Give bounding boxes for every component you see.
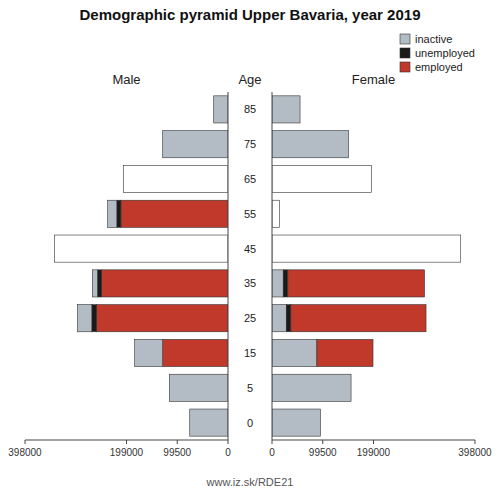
- bar-segment: [272, 270, 283, 297]
- y-tick-label: 15: [244, 347, 256, 359]
- bar-segment: [55, 235, 228, 262]
- x-tick: [25, 440, 26, 444]
- legend-swatch: [400, 34, 410, 44]
- bar-segment: [102, 270, 228, 297]
- bar-segment: [272, 131, 349, 158]
- bar-segment: [163, 131, 228, 158]
- bar-segment: [279, 200, 280, 227]
- bar-segment: [351, 374, 352, 401]
- bars: [55, 96, 228, 436]
- panel-title: Female: [352, 72, 395, 87]
- y-tick-label: 75: [244, 138, 256, 150]
- x-tick: [322, 440, 323, 444]
- y-tick-label: 45: [244, 243, 256, 255]
- center-axis-line: [272, 92, 273, 440]
- bar-segment: [317, 339, 373, 366]
- x-tick-label: 0: [225, 447, 231, 458]
- bar-segment: [291, 305, 426, 332]
- bar-segment: [320, 409, 321, 436]
- y-axis-label: Age: [238, 72, 261, 87]
- x-tick-label: 99500: [163, 447, 191, 458]
- bar-segment: [272, 235, 461, 262]
- bar-segment: [272, 374, 351, 401]
- x-tick-label: 398000: [8, 447, 42, 458]
- bar-segment: [351, 374, 352, 401]
- bar-segment: [117, 200, 121, 227]
- legend-label: inactive: [415, 33, 452, 45]
- y-tick-label: 0: [247, 417, 253, 429]
- bar-segment: [279, 200, 280, 227]
- bar-segment: [286, 305, 291, 332]
- bar-segment: [348, 131, 349, 158]
- y-tick-label: 65: [244, 173, 256, 185]
- title: Demographic pyramid Upper Bavaria, year …: [80, 6, 421, 23]
- legend-swatch: [400, 62, 410, 72]
- bar-segment: [283, 270, 288, 297]
- bars: [272, 96, 461, 436]
- bar-segment: [92, 270, 97, 297]
- y-tick-label: 55: [244, 208, 256, 220]
- bar-segment: [169, 374, 228, 401]
- bar-segment: [348, 131, 349, 158]
- x-tick: [475, 440, 476, 444]
- bar-segment: [108, 200, 117, 227]
- x-tick-label: 199000: [110, 447, 144, 458]
- x-tick-label: 199000: [357, 447, 391, 458]
- legend: inactive unemployed employed: [400, 33, 475, 73]
- x-tick-label: 99500: [309, 447, 337, 458]
- y-tick-label: 35: [244, 277, 256, 289]
- bar-segment: [460, 235, 461, 262]
- footer: www.iz.sk/RDE21: [206, 476, 294, 488]
- bar-segment: [272, 200, 280, 227]
- x-tick-label: 0: [269, 447, 275, 458]
- bar-segment: [96, 305, 228, 332]
- bar-segment: [190, 409, 228, 436]
- x-tick-label: 398000: [458, 447, 492, 458]
- bar-segment: [163, 339, 228, 366]
- bar-segment: [214, 96, 228, 123]
- bar-segment: [320, 409, 321, 436]
- bar-segment: [123, 165, 228, 192]
- y-tick-label: 5: [247, 382, 253, 394]
- bar-segment: [300, 96, 301, 123]
- bar-segment: [272, 409, 320, 436]
- chart: 398000 199000 99500 0 Male Demographic pyrami…: [0, 0, 500, 500]
- bar-segment: [92, 305, 97, 332]
- y-tick-label: 85: [244, 103, 256, 115]
- bar-segment: [460, 235, 461, 262]
- x-tick: [228, 440, 229, 444]
- legend-label: unemployed: [415, 47, 475, 59]
- x-tick: [126, 440, 127, 444]
- y-tick-label: 25: [244, 312, 256, 324]
- center-axis-line: [228, 92, 229, 440]
- x-tick: [272, 440, 273, 444]
- bar-segment: [97, 270, 101, 297]
- bar-segment: [272, 96, 300, 123]
- bar-segment: [300, 96, 301, 123]
- panel-title: Male: [112, 72, 140, 87]
- legend-swatch: [400, 48, 410, 58]
- bar-segment: [121, 200, 228, 227]
- bar-segment: [135, 339, 163, 366]
- bar-segment: [272, 305, 286, 332]
- x-tick: [373, 440, 374, 444]
- bar-segment: [78, 305, 92, 332]
- x-tick: [177, 440, 178, 444]
- bar-segment: [272, 339, 317, 366]
- bar-segment: [288, 270, 425, 297]
- bar-segment: [371, 165, 372, 192]
- legend-label: employed: [415, 61, 463, 73]
- bar-segment: [272, 165, 371, 192]
- bar-segment: [371, 165, 372, 192]
